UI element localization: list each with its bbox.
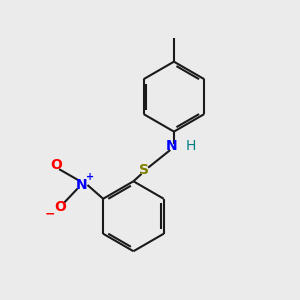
Text: O: O — [54, 200, 66, 214]
Text: S: S — [140, 163, 149, 177]
Text: H: H — [185, 139, 196, 153]
Text: N: N — [76, 178, 88, 192]
Text: −: − — [44, 207, 55, 220]
Text: N: N — [166, 139, 177, 153]
Text: O: O — [50, 158, 62, 172]
Text: +: + — [86, 172, 94, 182]
